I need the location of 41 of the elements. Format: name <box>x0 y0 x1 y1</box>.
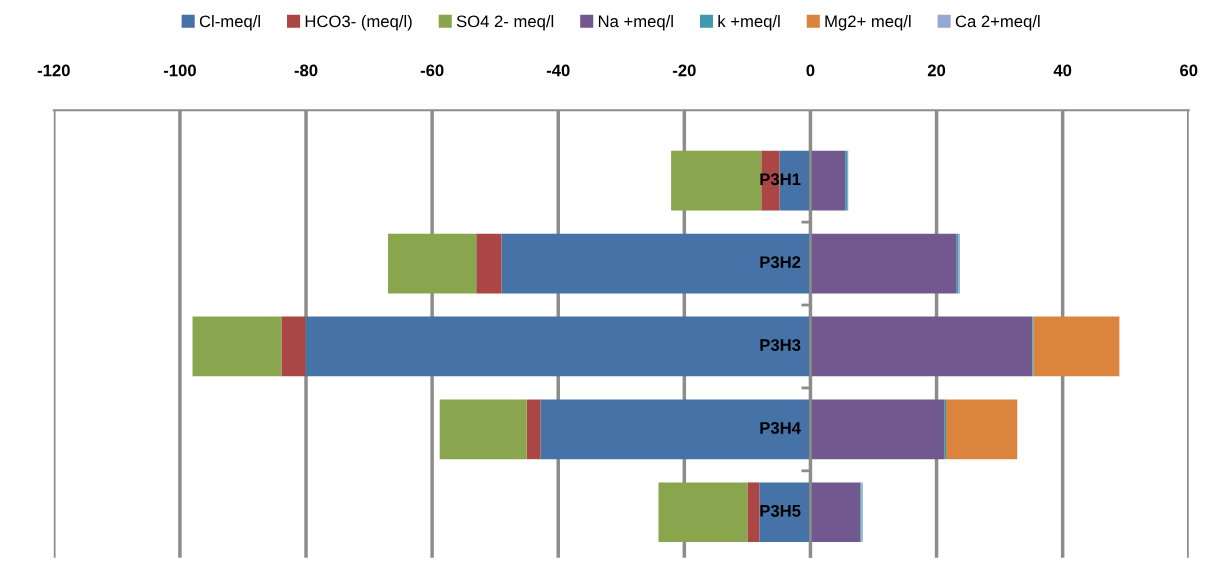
bar <box>810 399 945 460</box>
bar <box>810 482 861 543</box>
bar <box>810 233 957 294</box>
bar <box>810 150 846 211</box>
legend-label: HCO3- (meq/l) <box>305 15 412 31</box>
x-tick-label: -120 <box>37 64 70 77</box>
bar <box>281 316 306 377</box>
x-tick-label: 40 <box>1053 64 1072 77</box>
y-tick-label: P3H5 <box>760 504 801 517</box>
bar <box>305 316 811 377</box>
bar <box>810 316 1033 377</box>
bar <box>540 399 811 460</box>
bar <box>476 233 502 294</box>
bar <box>747 482 760 543</box>
legend-label: Mg2+ meq/l <box>825 15 911 31</box>
bar <box>671 150 762 211</box>
x-tick-label: -40 <box>546 64 570 77</box>
legend-label: SO4 2- meq/l <box>456 15 554 31</box>
x-tick-label: 0 <box>806 64 815 77</box>
bar <box>1033 316 1120 377</box>
legend-label: Na +meq/l <box>598 15 673 31</box>
bar <box>439 399 527 460</box>
legend-label: Cl-meq/l <box>199 15 260 31</box>
bar <box>658 482 748 543</box>
bar <box>192 316 282 377</box>
x-tick-label: 60 <box>1180 64 1198 77</box>
y-tick-label: P3H3 <box>760 339 801 351</box>
x-tick-label: -60 <box>420 64 444 77</box>
bar <box>501 233 811 294</box>
y-tick-label: P3H2 <box>760 256 801 269</box>
y-tick-label: P3H4 <box>760 422 801 434</box>
x-tick-label: -20 <box>672 64 696 77</box>
x-tick-label: -80 <box>294 64 318 77</box>
legend-label: Ca 2+meq/l <box>955 15 1040 31</box>
legend-label: k +meq/l <box>718 15 780 31</box>
bar <box>759 482 811 543</box>
x-tick-label: 20 <box>927 64 946 77</box>
x-tick-label: -100 <box>163 64 196 77</box>
bar <box>526 399 541 460</box>
bar <box>387 233 477 294</box>
bar <box>946 399 1018 460</box>
